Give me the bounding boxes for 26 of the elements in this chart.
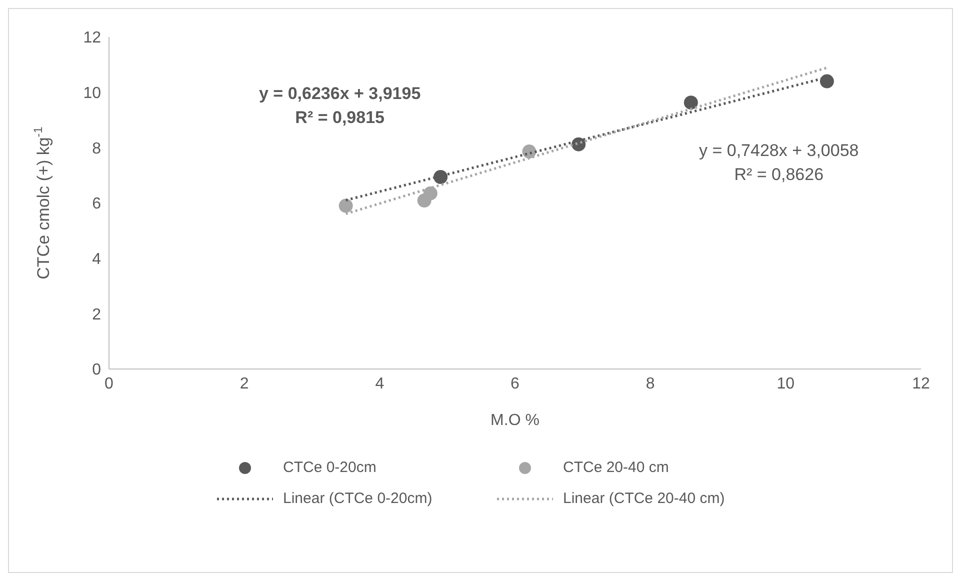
y-tick-label: 0 <box>92 362 102 379</box>
legend-label: Linear (CTCe 0-20cm) <box>283 490 432 507</box>
y-tick-label: 10 <box>83 85 102 102</box>
y-tick-label: 2 <box>92 306 102 324</box>
x-tick-label: 12 <box>912 375 930 392</box>
annotation: y = 0,6236x + 3,9195 R² = 0,9815 <box>259 83 421 129</box>
y-tick-label: 8 <box>92 140 102 158</box>
x-axis-title: M.O % <box>490 412 540 429</box>
point <box>434 170 448 184</box>
annotation: y = 0,7428x + 3,0058 R² = 0,8626 <box>699 140 859 186</box>
y-tick-label: 6 <box>92 196 102 213</box>
point <box>338 198 353 213</box>
point <box>423 186 438 200</box>
x-tick-label: 2 <box>240 375 249 392</box>
x-tick-label: 6 <box>510 375 520 392</box>
legend-label: CTCe 0-20cm <box>283 459 376 476</box>
legend-label: CTCe 20-40 cm <box>563 459 669 476</box>
x-tick-label: 8 <box>646 375 655 392</box>
point <box>820 74 834 88</box>
y-tick-label: 12 <box>83 30 102 47</box>
y-tick-label: 4 <box>92 251 102 268</box>
legend-label: Linear (CTCe 20-40 cm) <box>563 490 725 507</box>
x-tick-label: 10 <box>776 375 795 392</box>
x-tick-label: 4 <box>375 375 384 392</box>
x-tick-label: 0 <box>104 375 114 392</box>
point <box>684 96 698 110</box>
